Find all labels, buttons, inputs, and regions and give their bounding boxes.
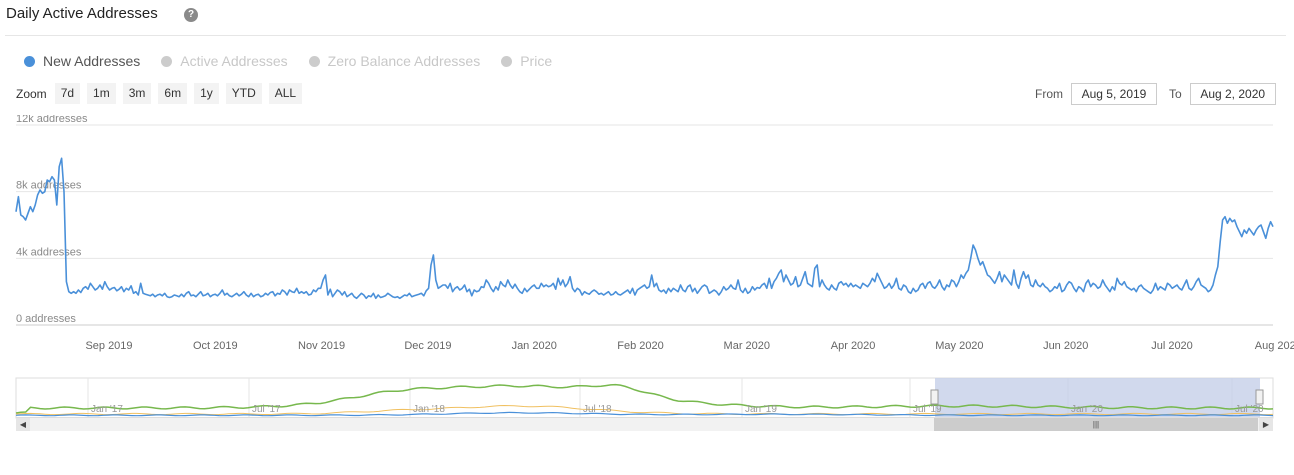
- y-axis-labels: 0 addresses 4k addresses 8k addresses 12k a…: [16, 115, 88, 325]
- navigator-handle-left[interactable]: [930, 389, 939, 405]
- x-tick-label: Mar 2020: [724, 340, 770, 352]
- x-tick-label: Jun 2020: [1043, 340, 1088, 352]
- date-range: From To: [1035, 83, 1276, 105]
- navigator-tick-label: Jul '18: [583, 404, 612, 415]
- from-label: From: [1035, 87, 1063, 101]
- y-tick-label: 4k addresses: [16, 246, 82, 258]
- navigator-scrollbar[interactable]: ◀ ||| ▶: [16, 417, 1273, 431]
- navigator-tick-label: Jan '20: [1071, 404, 1103, 415]
- scrollbar-thumb[interactable]: |||: [934, 418, 1258, 431]
- page-title: Daily Active Addresses: [6, 5, 158, 22]
- x-axis-labels: Sep 2019 Oct 2019 Nov 2019 Dec 2019 Jan 2020…: [85, 340, 1294, 352]
- navigator-tick-label: Jan '19: [745, 404, 777, 415]
- zoom-all-button[interactable]: ALL: [268, 83, 303, 104]
- x-tick-label: May 2020: [935, 340, 983, 352]
- legend-label: Zero Balance Addresses: [327, 53, 481, 69]
- zoom-6m-button[interactable]: 6m: [158, 83, 188, 104]
- from-date-input[interactable]: [1071, 83, 1157, 105]
- question-circle-icon[interactable]: ?: [184, 8, 198, 22]
- navigator-line-orange: [15, 404, 1274, 416]
- zoom-ytd-button[interactable]: YTD: [225, 83, 262, 104]
- x-tick-label: Jul 2020: [1151, 340, 1193, 352]
- to-label: To: [1169, 87, 1182, 101]
- x-tick-label: Nov 2019: [298, 340, 345, 352]
- navigator-line-blue: [15, 411, 1274, 417]
- x-tick-label: Apr 2020: [831, 340, 876, 352]
- chart-legend: New Addresses Active Addresses Zero Bala…: [24, 53, 573, 69]
- legend-item-price[interactable]: Price: [501, 53, 552, 69]
- x-tick-label: Sep 2019: [85, 340, 132, 352]
- legend-dot-icon: [24, 55, 35, 67]
- scroll-right-arrow-icon[interactable]: ▶: [1259, 418, 1273, 431]
- navigator-selection[interactable]: [935, 378, 1260, 418]
- to-date-input[interactable]: [1189, 83, 1276, 105]
- legend-dot-icon: [308, 55, 320, 67]
- zoom-bar: Zoom 7d 1m 3m 6m 1y YTD ALL: [16, 83, 309, 104]
- legend-label: Price: [520, 53, 553, 69]
- navigator-chart[interactable]: Jan '17 Jul '17 Jan '18 Jul '18 Jan '19 Jul '…: [0, 374, 1294, 424]
- x-tick-label: Aug 2020: [1255, 340, 1294, 352]
- legend-dot-icon: [501, 55, 513, 67]
- legend-label: Active Addresses: [180, 53, 288, 69]
- navigator-labels: Jan '17 Jul '17 Jan '18 Jul '18 Jan '19 Jul '…: [91, 404, 1264, 415]
- zoom-label: Zoom: [16, 86, 47, 101]
- navigator-handle-right[interactable]: [1255, 389, 1264, 405]
- legend-item-new-addresses[interactable]: New Addresses: [24, 53, 140, 69]
- x-tick-label: Feb 2020: [617, 340, 663, 352]
- chart-grid: [16, 124, 1273, 326]
- x-tick-label: Jan 2020: [512, 340, 557, 352]
- y-tick-label: 12k addresses: [16, 115, 88, 125]
- legend-item-active-addresses[interactable]: Active Addresses: [161, 53, 288, 69]
- series-line-new-addresses: [15, 157, 1274, 300]
- x-tick-label: Dec 2019: [404, 340, 451, 352]
- zoom-1y-button[interactable]: 1y: [194, 83, 219, 104]
- y-tick-label: 0 addresses: [16, 313, 76, 325]
- scroll-left-arrow-icon[interactable]: ◀: [16, 418, 30, 431]
- zoom-1m-button[interactable]: 1m: [87, 83, 116, 104]
- main-chart[interactable]: 0 addresses 4k addresses 8k addresses 12k a…: [0, 115, 1294, 475]
- navigator-tick-label: Jan '17: [91, 404, 123, 415]
- title-divider: [5, 35, 1286, 36]
- x-tick-label: Oct 2019: [193, 340, 238, 352]
- zoom-3m-button[interactable]: 3m: [122, 83, 152, 104]
- legend-label: New Addresses: [43, 53, 141, 69]
- navigator-tick-label: Jul '17: [252, 404, 281, 415]
- y-tick-label: 8k addresses: [16, 180, 82, 192]
- navigator-tick-label: Jan '18: [413, 404, 445, 415]
- navigator-tick-label: Jul '20: [1235, 404, 1264, 415]
- navigator-tick-label: Jul '19: [913, 404, 942, 415]
- zoom-7d-button[interactable]: 7d: [54, 83, 81, 104]
- legend-item-zero-balance-addresses[interactable]: Zero Balance Addresses: [308, 53, 481, 69]
- legend-dot-icon: [161, 55, 173, 67]
- navigator-line-green: [15, 383, 1274, 414]
